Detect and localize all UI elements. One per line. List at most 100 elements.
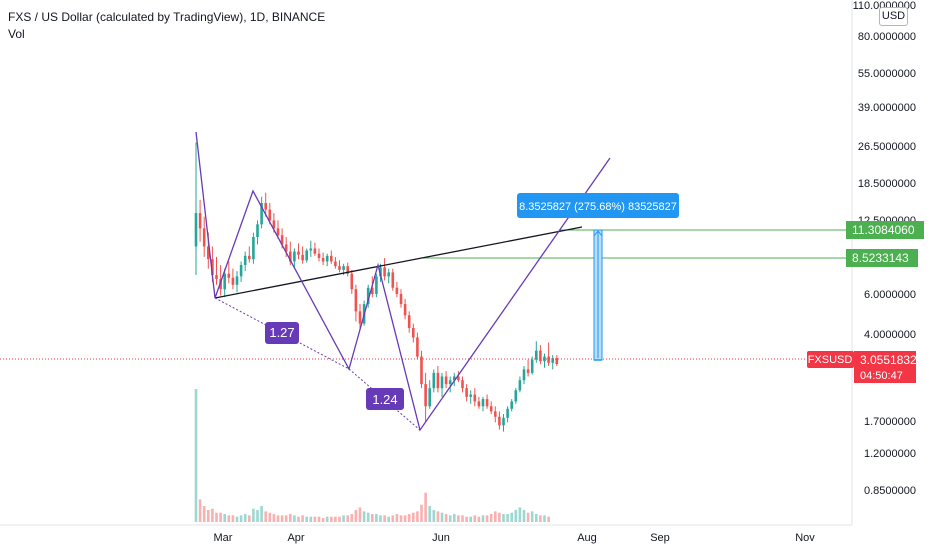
volume-bar [383,515,386,522]
ratio-dotted-line [214,297,350,370]
candle [317,248,321,262]
candle [522,366,526,385]
candle [223,268,226,298]
harmonic-pattern-line[interactable] [195,131,611,432]
volume-bar [280,515,284,522]
volume-bar [260,506,263,522]
candle [309,240,313,257]
candle [194,142,198,276]
volume-bar [284,515,288,522]
candle [506,406,509,423]
volume-bar [416,511,419,522]
chart-title: FXS / US Dollar (calculated by TradingVi… [8,10,326,24]
candle [297,243,300,260]
price-tick: 0.8500000 [864,485,916,497]
volume-bar [395,514,399,522]
volume-bar [424,492,427,522]
candle [387,268,390,284]
candle [510,399,513,412]
volume-bar [379,515,382,522]
candle [485,394,489,409]
volume-bar [387,516,390,522]
volume-bar [301,515,304,522]
volume-bar [526,512,530,522]
ratio-label[interactable]: 1.24 [366,388,404,410]
svg-text:1.24: 1.24 [372,392,397,407]
volume-bar [252,508,255,522]
candle [346,262,349,277]
volume-bar [346,515,349,522]
price-axis[interactable]: 110.0000000 80.0000000 55.0000000 39.000… [853,0,916,497]
volume-bars [194,389,550,522]
time-tick: Apr [287,532,304,544]
candle [551,355,554,370]
price-tick: 1.7000000 [864,416,916,428]
volume-bar [539,515,542,522]
candle [305,248,308,263]
volume-bar [522,510,526,522]
trendline[interactable] [214,226,583,299]
volume-bar [465,516,468,522]
volume-bar [211,508,214,522]
volume-bar [489,514,493,522]
volume-bar [371,514,374,522]
candle [301,246,304,264]
volume-bar [444,514,448,522]
volume-bar [256,510,259,522]
candle [555,355,559,367]
candle [350,269,354,294]
volume-bar [428,506,431,522]
time-axis[interactable]: Mar Apr Jun Aug Sep Nov [214,532,816,544]
volume-bar [272,514,276,522]
volume-bar [219,512,222,522]
candle [424,372,427,423]
candle [248,246,251,263]
volume-bar [350,514,354,522]
volume-bar [239,515,243,522]
volume-bar [399,515,403,522]
volume-bar [436,511,440,522]
volume-bar [202,506,206,522]
candle [334,256,337,269]
candle [276,220,280,239]
volume-bar [510,512,513,522]
candle [526,359,530,377]
volume-bar [198,499,202,522]
volume-bar [358,507,362,522]
currency-badge[interactable]: USD [879,7,908,26]
price-tick: 1.2000000 [864,448,916,460]
candle [436,366,440,393]
candle [539,345,542,365]
candle [198,199,202,242]
candle [407,311,411,333]
volume-bar [305,516,308,522]
svg-text:04:50:47: 04:50:47 [860,370,903,382]
volume-bar [231,515,235,522]
price-tick: 6.0000000 [864,289,916,301]
price-range-measure[interactable] [593,229,603,361]
candle [457,371,460,383]
candle [383,258,386,281]
candle [481,396,485,412]
time-tick: Mar [214,532,233,544]
volume-bar [547,516,550,522]
time-tick: Aug [577,532,597,544]
candle [473,388,477,407]
volume-bar [453,514,456,522]
ratio-label[interactable]: 1.27 [265,322,299,344]
volume-bar [494,511,497,522]
svg-text:3.0551832: 3.0551832 [860,353,917,367]
candle [535,341,538,363]
candle [325,253,329,267]
candle [453,372,456,387]
volume-bar [461,515,464,522]
candle [231,268,235,290]
volume-bar [297,516,300,522]
candle [293,248,296,269]
candle [227,261,231,284]
range-measure-label: 8.3525827 (275.68%) 83525827 [517,193,679,218]
candles [194,142,559,432]
volume-bar [530,511,534,522]
volume-bar [535,514,538,522]
